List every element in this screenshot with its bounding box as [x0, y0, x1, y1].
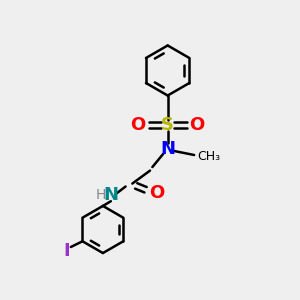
Text: N: N [160, 140, 175, 158]
Text: O: O [149, 184, 164, 202]
Text: O: O [190, 116, 205, 134]
Text: N: N [103, 186, 118, 204]
Text: S: S [161, 116, 174, 134]
Text: O: O [130, 116, 146, 134]
Text: I: I [64, 242, 70, 260]
Text: CH₃: CH₃ [197, 150, 220, 163]
Text: H: H [95, 188, 106, 202]
